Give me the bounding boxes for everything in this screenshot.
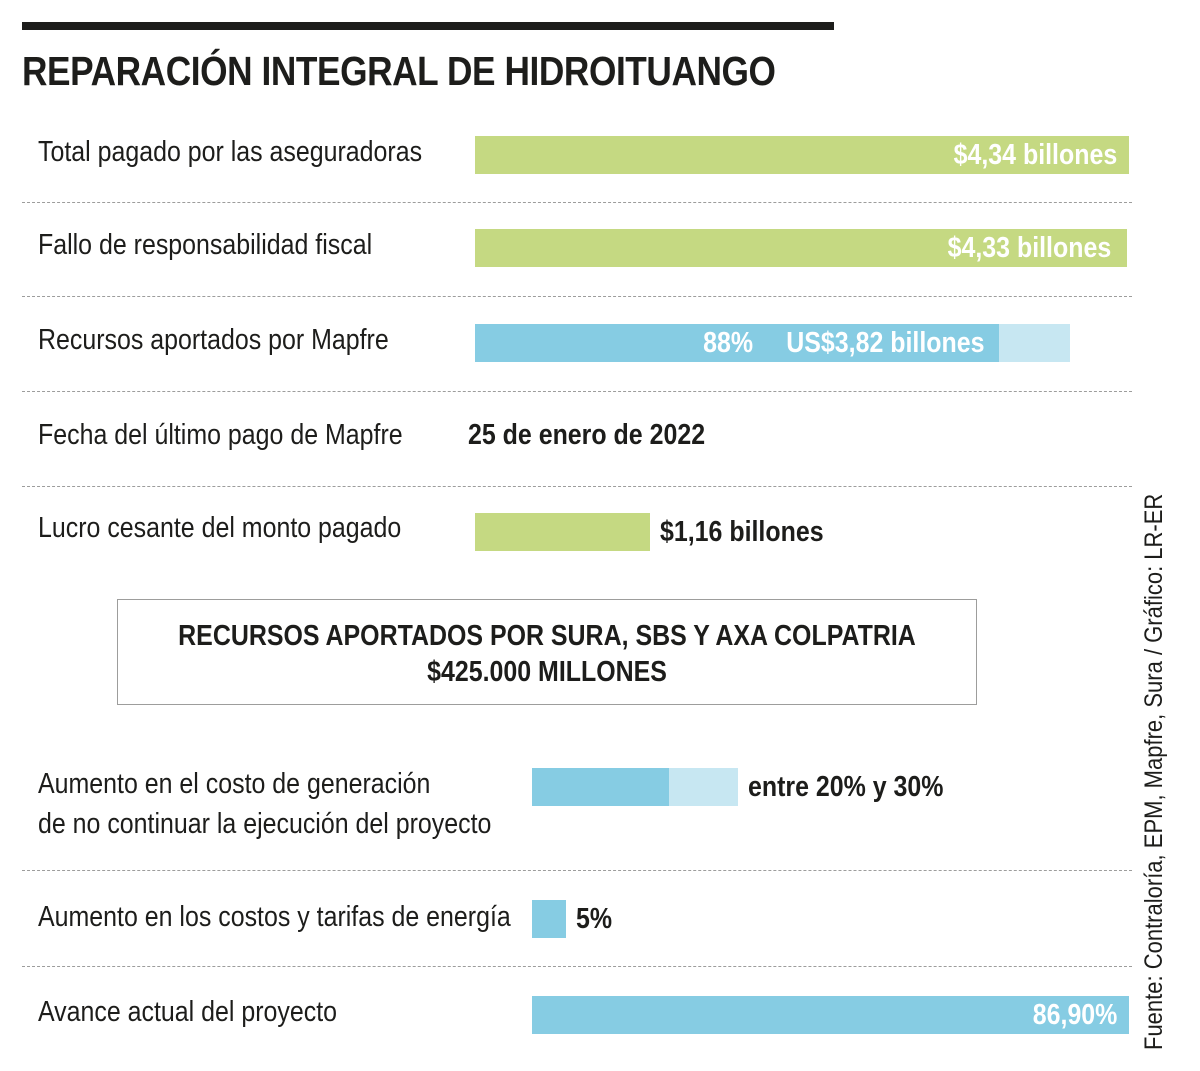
- source-note: Fuente: Contraloría, EPM, Mapfre, Sura /…: [1140, 418, 1169, 1050]
- row-label-aumento-costo-2: de no continuar la ejecución del proyect…: [38, 808, 492, 840]
- bar-value-aumento-tarifas: 5%: [576, 903, 613, 935]
- bar-lucro: [475, 513, 650, 551]
- divider: [22, 202, 1132, 203]
- sura-sbs-axa-box: RECURSOS APORTADOS POR SURA, SBS Y AXA C…: [117, 599, 977, 705]
- box-title: RECURSOS APORTADOS POR SURA, SBS Y AXA C…: [178, 620, 916, 652]
- divider: [22, 486, 1132, 487]
- bar-aumento-tarifas: [532, 900, 567, 938]
- row-label-avance: Avance actual del proyecto: [38, 996, 338, 1028]
- divider: [22, 870, 1132, 871]
- source-text: Fuente: Contraloría, EPM, Mapfre, Sura /…: [1140, 493, 1168, 1050]
- bar-mapfre: [475, 324, 999, 362]
- title-rule: [22, 22, 834, 30]
- bar-value-fallo: $4,33 billones: [947, 232, 1112, 264]
- bar-value-lucro: $1,16 billones: [659, 516, 824, 548]
- bar-value-mapfre: US$3,82 billones: [786, 327, 985, 359]
- bar-aseguradoras: [475, 136, 1129, 174]
- divider: [22, 296, 1132, 297]
- bar-value-aumento-costo: entre 20% y 30%: [748, 771, 944, 803]
- bar-avance: [532, 996, 1129, 1034]
- box-amount: $425.000 MILLONES: [427, 656, 667, 688]
- bar-value-avance: 86,90%: [1032, 999, 1118, 1031]
- chart-title: REPARACIÓN INTEGRAL DE HIDROITUANGO: [22, 48, 776, 94]
- row-label-aumento-tarifas: Aumento en los costos y tarifas de energ…: [38, 901, 511, 933]
- row-label-lucro: Lucro cesante del monto pagado: [38, 512, 402, 544]
- bar-value-mapfre-percent: 88%: [702, 327, 753, 359]
- row-label-fallo: Fallo de responsabilidad fiscal: [38, 229, 373, 261]
- divider: [22, 391, 1132, 392]
- row-label-mapfre: Recursos aportados por Mapfre: [38, 324, 389, 356]
- divider: [22, 966, 1132, 967]
- row-label-aseguradoras: Total pagado por las aseguradoras: [38, 136, 423, 168]
- bar-value-aseguradoras: $4,34 billones: [953, 139, 1117, 171]
- bar-fallo: [475, 229, 1128, 267]
- row-label-aumento-costo-1: Aumento en el costo de generación: [38, 768, 431, 800]
- bar-aumento-costo-min: [532, 768, 670, 806]
- value-fecha: 25 de enero de 2022: [468, 419, 706, 451]
- row-label-fecha: Fecha del último pago de Mapfre: [38, 419, 403, 451]
